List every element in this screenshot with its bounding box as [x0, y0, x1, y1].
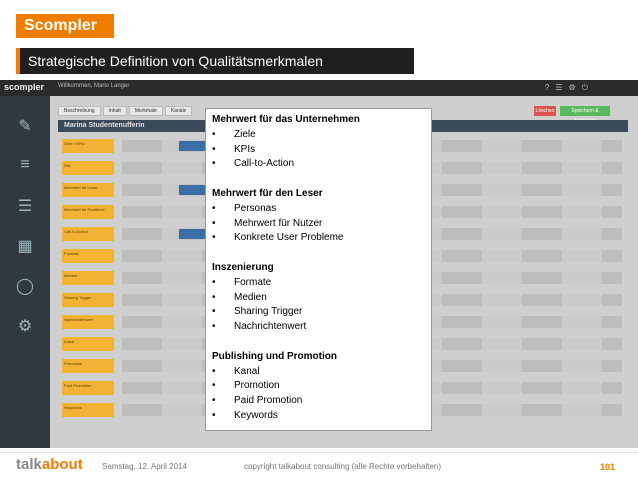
- list-item: • Mehrwert für Nutzer: [212, 217, 323, 229]
- slide-subtitle: Strategische Definition von Qualitätsmer…: [16, 48, 414, 74]
- section-title: Inszenierung: [212, 261, 274, 273]
- app-sidebar: ✎ ≡ ☰ ▦ ◯ ⚙: [0, 96, 50, 448]
- tab-kanaele[interactable]: Kanäle: [164, 106, 193, 116]
- list-item: • Medien: [212, 291, 267, 303]
- tab-beschreibung[interactable]: Beschreibung: [58, 106, 101, 116]
- section-company-value: Mehrwert für das Unternehmen • Ziele • KPI…: [212, 113, 425, 172]
- list-item: • KPIs: [212, 143, 256, 155]
- row-label: Sharing Trigger: [62, 293, 114, 307]
- row-label: Call-to-Action: [62, 227, 114, 241]
- welcome-text: Willkommen, Mario Langer: [58, 83, 130, 89]
- list-item: • Sharing Trigger: [212, 306, 303, 318]
- topbar-icons[interactable]: ?☰⚙⏻: [544, 83, 594, 92]
- page-number: 101: [600, 462, 616, 472]
- footer-divider: [0, 452, 638, 453]
- edit-icon[interactable]: ✎: [18, 118, 32, 135]
- app-logo: scompler: [4, 82, 45, 92]
- list-item: • Formate: [212, 276, 272, 288]
- row-label: Promotion: [62, 359, 114, 373]
- section-title: Mehrwert für das Unternehmen: [212, 114, 360, 125]
- list-item: • Keywords: [212, 409, 278, 421]
- list-item: • Paid Promotion: [212, 395, 303, 407]
- row-label: Mehrwert für Leser: [62, 183, 114, 197]
- row-label: Paid Promotion: [62, 381, 114, 395]
- app-topbar: scompler Willkommen, Mario Langer ?☰⚙⏻: [0, 80, 638, 96]
- row-label: Keywords: [62, 403, 114, 417]
- row-label: Ziel: [62, 161, 114, 175]
- row-label: Formate: [62, 249, 114, 263]
- delete-button[interactable]: Löschen: [534, 106, 556, 116]
- app-tabs: Beschreibung Inhalt Merkmale Kanäle: [58, 106, 194, 116]
- list-item: • Kanal: [212, 365, 260, 377]
- tab-merkmale[interactable]: Merkmale: [128, 106, 163, 116]
- save-close-button[interactable]: Speichern & Schließen: [560, 106, 610, 124]
- chat-icon[interactable]: ◯: [16, 278, 34, 295]
- gear-icon[interactable]: ⚙: [17, 318, 33, 335]
- list-icon[interactable]: ☰: [17, 198, 33, 215]
- database-icon[interactable]: ≡: [20, 156, 30, 173]
- slide-brand-label: Scompler: [16, 14, 114, 38]
- calendar-icon[interactable]: ▦: [17, 238, 33, 255]
- section-title: Mehrwert für den Leser: [212, 187, 323, 199]
- tab-inhalt[interactable]: Inhalt: [102, 106, 127, 116]
- row-label: Medien: [62, 271, 114, 285]
- row-label: Kanal: [62, 337, 114, 351]
- list-item: • Ziele: [212, 128, 256, 140]
- section-title: Publishing und Promotion: [212, 350, 337, 362]
- list-item: • Call-to-Action: [212, 158, 295, 170]
- criteria-overlay-box: Mehrwert für das Unternehmen • Ziele • KPI…: [205, 108, 432, 431]
- row-label: Mehrwert für Probleme: [62, 205, 114, 219]
- row-label: Ziele / KPIs: [62, 139, 114, 153]
- row-label: Nachrichtenwert: [62, 315, 114, 329]
- section-reader-value: Mehrwert für den Leser • Personas • Mehrwe…: [212, 187, 425, 246]
- list-item: • Personas: [212, 202, 277, 214]
- footer-copyright: copyright talkabout consulting (alle Rec…: [244, 462, 442, 471]
- list-item: • Nachrichtenwert: [212, 321, 307, 333]
- talkabout-logo: talkabout: [16, 456, 83, 473]
- list-item: • Promotion: [212, 380, 280, 392]
- section-staging: Inszenierung • Formate • Medien • Sharing T…: [212, 261, 425, 335]
- section-publishing: Publishing und Promotion • Kanal • Promoti…: [212, 350, 425, 424]
- list-item: • Konkrete User Probleme: [212, 232, 344, 244]
- footer-date: Samstag, 12. April 2014: [102, 462, 187, 471]
